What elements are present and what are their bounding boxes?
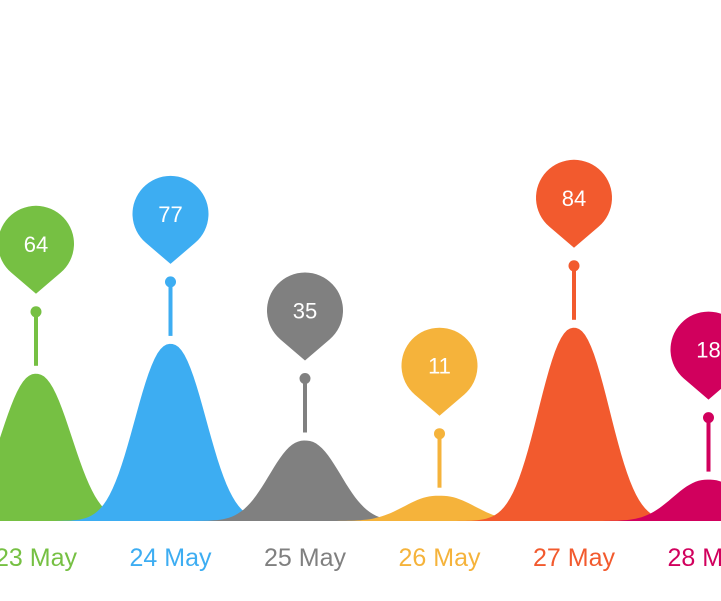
stem-dot-2: [165, 276, 176, 288]
stem-dot-1: [30, 306, 42, 318]
category-label-3: 25 May: [264, 544, 346, 572]
value-pin-1: [0, 205, 74, 294]
value-pin-5: [536, 159, 612, 248]
category-label-4: 26 May: [399, 544, 481, 572]
value-label-1: 64: [24, 232, 48, 257]
category-labels-layer: 23 May 24 May 25 May 26 May 27 May 28 May: [0, 544, 721, 572]
category-label-2: 24 May: [130, 544, 212, 572]
peak-5: [384, 327, 721, 521]
peak-1: [0, 373, 226, 521]
peak-2: [0, 343, 361, 521]
category-label-1: 23 May: [0, 544, 77, 572]
value-pin-4: [401, 327, 478, 416]
peak-6: [518, 479, 721, 521]
stem-dot-6: [703, 412, 714, 424]
peak-4: [249, 495, 630, 521]
stem-dot-5: [568, 260, 580, 272]
value-pin-2: [132, 175, 209, 264]
category-label-5: 27 May: [533, 544, 615, 572]
value-pin-6: [670, 311, 721, 400]
pins-layer: 64 77 35 11 84 18: [0, 159, 721, 416]
value-pin-3: [267, 272, 343, 361]
value-label-5: 84: [562, 186, 586, 211]
category-label-6: 28 May: [668, 544, 721, 572]
value-label-4: 11: [428, 354, 451, 379]
value-label-3: 35: [293, 299, 317, 324]
stem-dot-4: [434, 428, 445, 440]
stems-layer: [30, 260, 714, 488]
value-label-6: 18: [696, 338, 720, 363]
stem-dot-3: [299, 373, 311, 384]
value-label-2: 77: [158, 202, 182, 227]
peak-3: [115, 440, 495, 521]
peaks-layer: [0, 327, 721, 521]
